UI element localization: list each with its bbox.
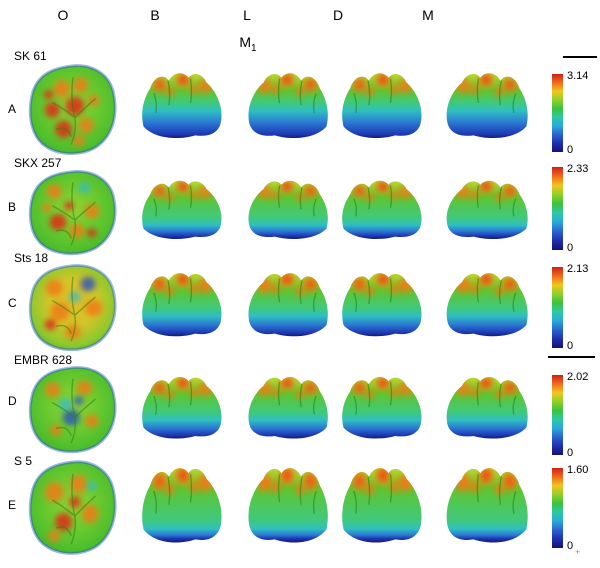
colorbar: 2.33 0 <box>552 163 588 254</box>
tooth-rendering-mesial-row-A <box>438 68 534 148</box>
column-header-lingual: L <box>243 7 251 23</box>
tooth-rendering-occlusal-row-B <box>26 168 120 258</box>
tooth-type-base: M <box>239 34 252 50</box>
colorbar: 2.13 0 <box>552 263 588 352</box>
row-letter: E <box>8 498 17 512</box>
colorbar: 2.02 0 <box>552 371 588 459</box>
tooth-rendering-occlusal-row-D <box>26 364 120 456</box>
tooth-rendering-lingual-row-D <box>240 372 334 448</box>
row-letter: B <box>8 200 17 214</box>
specimen-label: SK 61 <box>14 49 47 63</box>
tooth-rendering-buccal-row-B <box>136 176 230 248</box>
colorbar-min-value: 0 <box>567 242 574 254</box>
colorbar-gradient <box>552 267 563 348</box>
tooth-type-subscript: 1 <box>251 42 257 54</box>
specimen-label: Sts 18 <box>14 251 49 265</box>
row-letter: D <box>8 394 17 408</box>
colorbar-min-value: 0 <box>567 447 574 459</box>
column-header-mesial: M <box>422 7 434 23</box>
tooth-rendering-lingual-row-B <box>240 176 334 248</box>
tooth-rendering-distal-row-B <box>336 176 430 248</box>
tooth-rendering-buccal-row-E <box>136 462 230 554</box>
specimen-label: S 5 <box>14 454 33 468</box>
row-letter: C <box>8 296 17 310</box>
tooth-rendering-buccal-row-C <box>136 268 230 346</box>
tooth-rendering-lingual-row-A <box>240 68 334 148</box>
tooth-rendering-distal-row-D <box>336 372 430 448</box>
tooth-rendering-occlusal-row-E <box>26 458 120 558</box>
colorbar-gradient <box>552 167 563 250</box>
colorbar-gradient <box>552 468 563 548</box>
tooth-rendering-distal-row-E <box>336 462 430 554</box>
colorbar-min-value: 0 <box>567 540 574 552</box>
colorbar-min-value: 0 <box>567 144 574 156</box>
colorbar-min-value: 0 <box>567 340 574 352</box>
tooth-rendering-lingual-row-E <box>240 462 334 554</box>
tooth-type-label: M1 <box>233 34 263 54</box>
cursor-icon: + <box>575 547 581 557</box>
tooth-rendering-buccal-row-A <box>136 68 230 148</box>
scale-bar-line <box>563 56 597 58</box>
tooth-rendering-buccal-row-D <box>136 372 230 448</box>
column-header-buccal: B <box>150 7 160 23</box>
scale-bar-line <box>548 356 595 358</box>
tooth-rendering-mesial-row-B <box>438 176 534 248</box>
colorbar-max-value: 2.02 <box>567 371 589 383</box>
colorbar-max-value: 1.60 <box>567 464 589 476</box>
colorbar: 1.60 0 <box>552 464 588 552</box>
tooth-rendering-mesial-row-C <box>438 268 534 346</box>
row-letter: A <box>8 102 17 116</box>
tooth-rendering-lingual-row-C <box>240 268 334 346</box>
colorbar-max-value: 2.13 <box>567 263 589 275</box>
colorbar-max-value: 3.14 <box>567 70 589 82</box>
colorbar-gradient <box>552 74 563 152</box>
colorbar-gradient <box>552 375 563 455</box>
specimen-label: SKX 257 <box>14 156 62 170</box>
tooth-rendering-occlusal-row-C <box>26 262 120 354</box>
column-header-occlusal: O <box>57 7 69 23</box>
tooth-rendering-mesial-row-D <box>438 372 534 448</box>
tooth-rendering-mesial-row-E <box>438 462 534 554</box>
colorbar: 3.14 0 <box>552 70 588 156</box>
tooth-rendering-occlusal-row-A <box>26 62 120 158</box>
tooth-rendering-distal-row-A <box>336 68 430 148</box>
colorbar-max-value: 2.33 <box>567 163 589 175</box>
tooth-rendering-distal-row-C <box>336 268 430 346</box>
column-header-distal: D <box>332 7 344 23</box>
specimen-label: EMBR 628 <box>14 353 73 367</box>
